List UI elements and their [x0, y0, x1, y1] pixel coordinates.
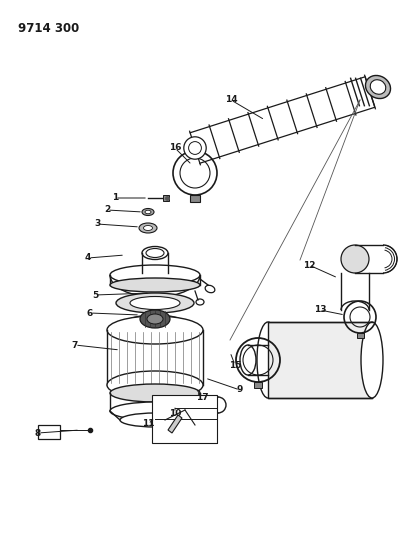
Ellipse shape	[127, 315, 183, 329]
Text: 17: 17	[196, 393, 208, 402]
Text: 1: 1	[112, 193, 118, 203]
Text: 3: 3	[94, 220, 100, 229]
Ellipse shape	[139, 223, 157, 233]
Ellipse shape	[361, 322, 383, 398]
Ellipse shape	[142, 208, 154, 215]
Bar	[190, 195, 200, 202]
Ellipse shape	[110, 278, 200, 292]
Text: 14: 14	[225, 95, 237, 104]
Ellipse shape	[145, 210, 151, 214]
Ellipse shape	[140, 310, 170, 328]
Ellipse shape	[120, 413, 190, 427]
Text: 6: 6	[87, 309, 93, 318]
Bar	[38, 425, 60, 439]
Bar	[357, 333, 364, 338]
Ellipse shape	[143, 225, 152, 230]
Text: 11: 11	[142, 419, 154, 429]
Ellipse shape	[341, 245, 369, 273]
Bar	[268, 322, 372, 398]
Ellipse shape	[116, 293, 194, 313]
Ellipse shape	[110, 265, 200, 285]
Text: 10: 10	[169, 408, 181, 417]
Ellipse shape	[110, 402, 200, 420]
Circle shape	[184, 137, 206, 159]
Ellipse shape	[147, 314, 163, 324]
Ellipse shape	[142, 246, 168, 260]
Ellipse shape	[107, 371, 203, 399]
Text: 5: 5	[92, 290, 98, 300]
Bar	[254, 382, 262, 388]
Ellipse shape	[240, 345, 256, 375]
Text: 2: 2	[104, 206, 110, 214]
Text: 4: 4	[85, 254, 91, 262]
Text: 16: 16	[169, 143, 181, 152]
Bar	[163, 195, 169, 201]
Ellipse shape	[107, 316, 203, 344]
Text: 9714 300: 9714 300	[18, 22, 79, 35]
Ellipse shape	[110, 384, 200, 402]
Text: 8: 8	[35, 429, 41, 438]
Ellipse shape	[146, 248, 164, 257]
Text: 13: 13	[314, 305, 326, 314]
Bar	[152, 395, 217, 443]
Text: 12: 12	[303, 261, 315, 270]
Ellipse shape	[370, 80, 386, 94]
Ellipse shape	[257, 322, 279, 398]
Ellipse shape	[130, 296, 180, 310]
Circle shape	[189, 142, 201, 155]
Text: 9: 9	[237, 385, 243, 394]
Polygon shape	[168, 415, 182, 433]
Ellipse shape	[365, 76, 390, 99]
Text: 15: 15	[229, 360, 241, 369]
Text: 7: 7	[72, 341, 78, 350]
